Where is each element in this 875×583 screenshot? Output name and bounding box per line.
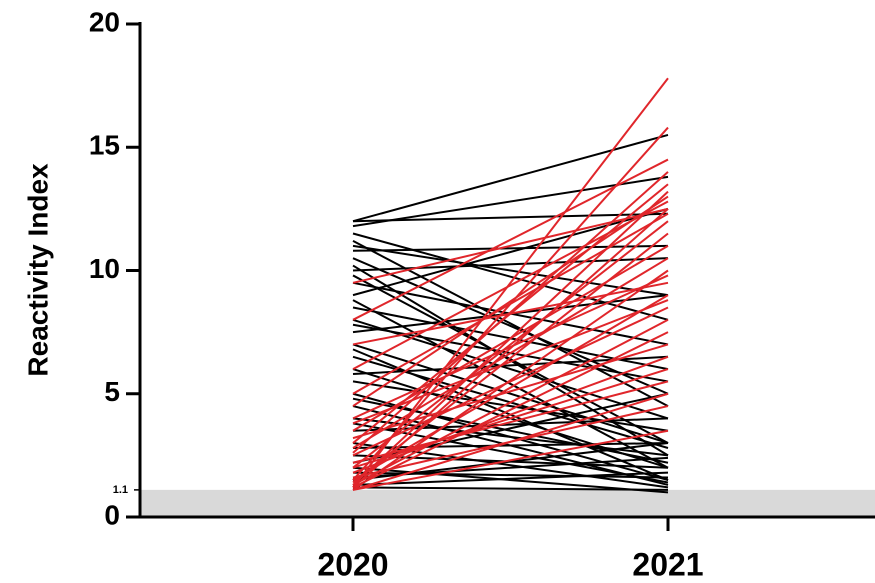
- paired-line: [352, 207, 669, 284]
- paired-line: [352, 318, 669, 420]
- paired-line: [352, 380, 669, 464]
- paired-line: [352, 368, 669, 469]
- y-tick-label: 20: [89, 6, 120, 37]
- y-tick-label: 0: [104, 499, 120, 530]
- paired-line: [352, 397, 669, 464]
- y-tick-label: 10: [89, 253, 120, 284]
- paired-line: [352, 240, 669, 407]
- paired-line: [352, 133, 669, 223]
- paired-line: [352, 442, 669, 449]
- paired-line: [352, 212, 669, 395]
- paired-line: [352, 190, 669, 486]
- paired-line: [352, 264, 669, 457]
- paired-line: [352, 417, 669, 432]
- paired-line: [352, 257, 669, 272]
- paired-line: [352, 466, 669, 494]
- paired-line: [352, 207, 669, 297]
- y-tick-label: 5: [104, 376, 120, 407]
- paired-line: [352, 331, 669, 489]
- paired-line: [352, 429, 669, 491]
- paired-line: [352, 318, 669, 486]
- paired-line: [352, 257, 669, 449]
- x-tick-label: 2021: [632, 546, 703, 582]
- paired-line: [352, 299, 669, 425]
- paired-line: [352, 244, 669, 252]
- paired-line: [352, 220, 669, 469]
- paired-line: [352, 171, 669, 454]
- paired-line: [352, 195, 669, 407]
- paired-line: [352, 471, 669, 486]
- y-tick-label: 15: [89, 130, 120, 161]
- paired-line: [352, 343, 669, 440]
- paired-line: [352, 422, 669, 484]
- paired-line: [352, 306, 669, 457]
- paired-line: [352, 200, 669, 370]
- paired-line: [352, 405, 669, 479]
- y-axis-label: Reactivity Index: [22, 163, 53, 377]
- paired-line: [352, 274, 669, 420]
- x-tick-label: 2020: [317, 546, 388, 582]
- threshold-band: [140, 489, 875, 517]
- paired-line: [352, 380, 669, 432]
- y-tick-label: 1.1: [113, 484, 128, 496]
- paired-line: [352, 158, 669, 321]
- paired-line: [352, 355, 669, 474]
- paired-line: [352, 486, 669, 491]
- paired-line: [352, 232, 669, 484]
- paired-line: [352, 343, 669, 445]
- paired-line: [352, 77, 669, 489]
- paired-line: [352, 212, 669, 223]
- paired-line: [352, 244, 669, 297]
- paired-line: [352, 232, 669, 321]
